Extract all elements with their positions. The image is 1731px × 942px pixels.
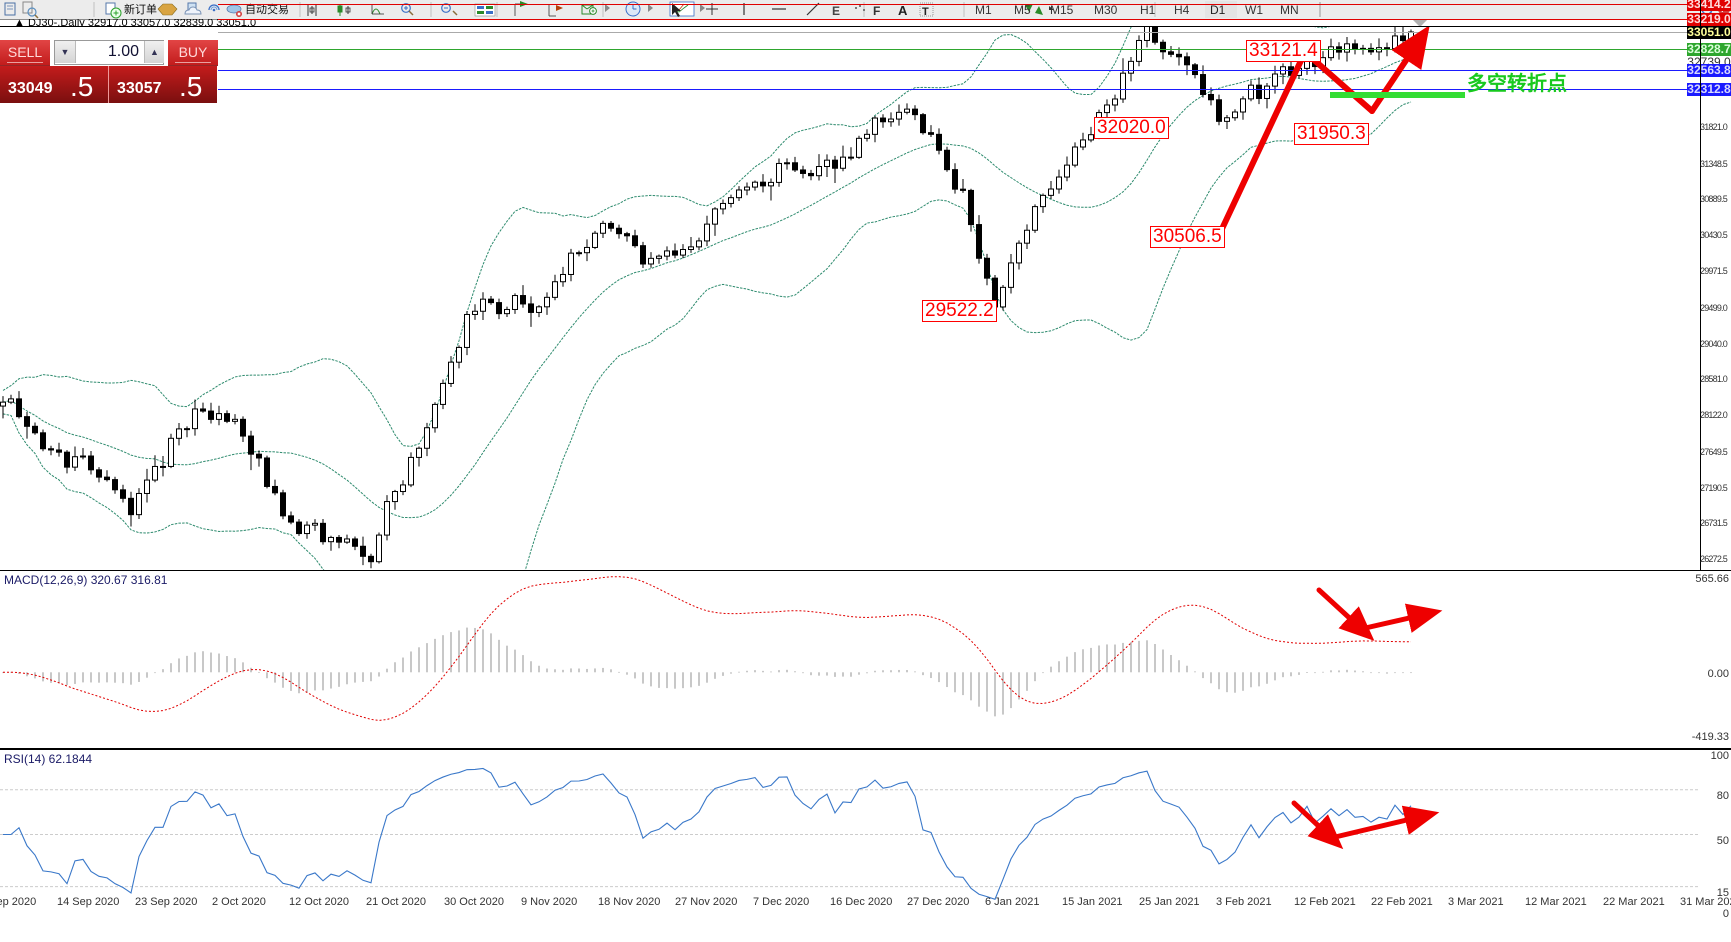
- svg-text:M5: M5: [1014, 3, 1031, 17]
- svg-text:T: T: [922, 6, 929, 18]
- svg-text:H4: H4: [1174, 3, 1190, 17]
- svg-text:D1: D1: [1210, 3, 1226, 17]
- svg-text:H1: H1: [1140, 3, 1156, 17]
- svg-text:MN: MN: [1280, 3, 1299, 17]
- svg-text:新订单: 新订单: [124, 2, 157, 16]
- svg-text:M1: M1: [975, 3, 992, 17]
- svg-text:M30: M30: [1094, 3, 1118, 17]
- svg-text:F: F: [873, 4, 880, 18]
- svg-text:W1: W1: [1245, 3, 1263, 17]
- svg-text:M15: M15: [1050, 3, 1074, 17]
- svg-text:A: A: [898, 3, 908, 18]
- svg-text:E: E: [832, 4, 840, 18]
